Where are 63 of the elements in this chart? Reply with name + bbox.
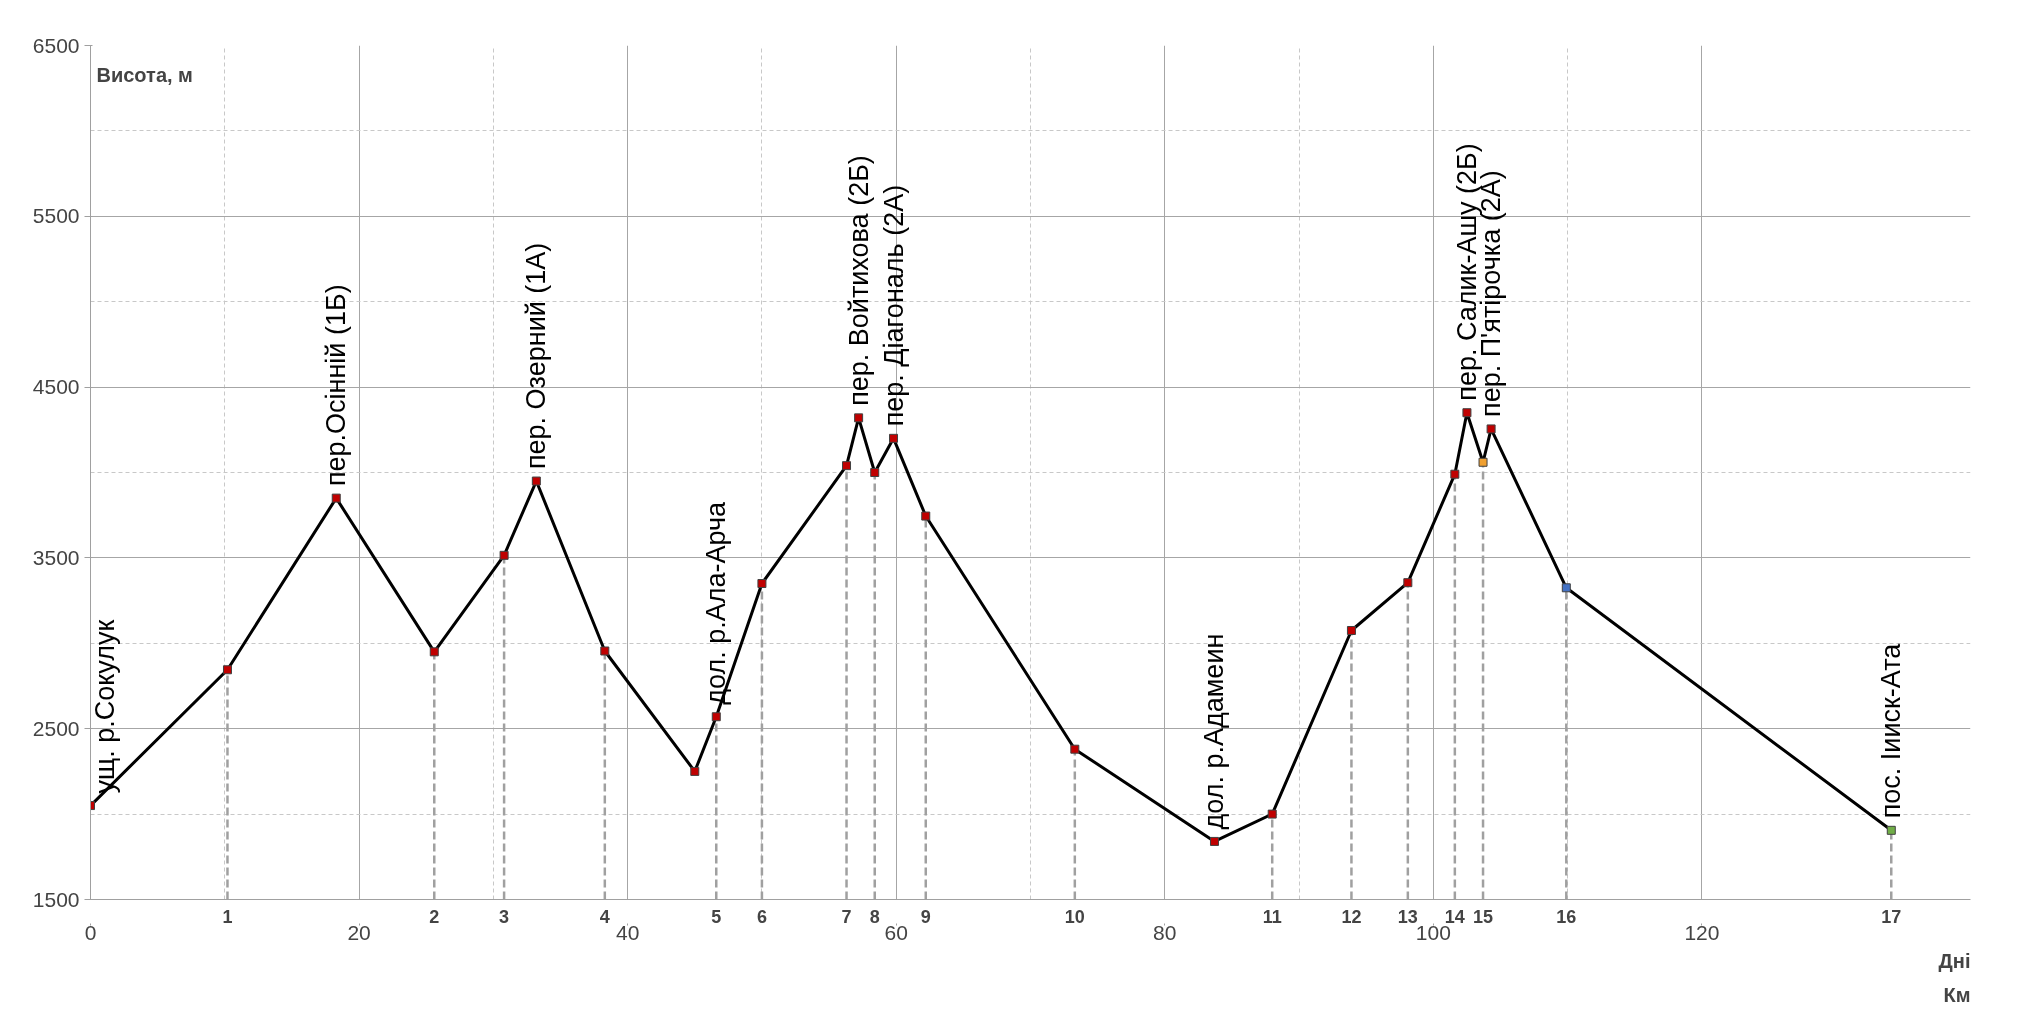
x-tick-label: 40 — [615, 920, 640, 944]
x-tick-label: 80 — [1153, 920, 1177, 944]
annotation: пер. Войтихова (2Б) — [843, 155, 874, 406]
annotation: 17 — [1881, 906, 1902, 927]
annotation: 8 — [869, 906, 880, 927]
point — [1209, 836, 1219, 846]
annotation: 14 — [1444, 906, 1465, 927]
point — [1462, 408, 1472, 418]
y-tick-label: 1500 — [32, 887, 80, 911]
annotation: 9 — [920, 906, 931, 927]
annotation: 2 — [429, 906, 440, 927]
text: Дні — [1938, 949, 1971, 972]
point — [531, 476, 541, 486]
annotation: пер.Осінній (1Б) — [321, 284, 352, 487]
point — [1070, 744, 1080, 754]
point — [600, 646, 610, 656]
point — [690, 766, 700, 776]
x-axis-title: Км — [1943, 983, 1971, 1006]
annotation: 7 — [841, 906, 852, 927]
annotation: дол. р.Адамеин — [1199, 633, 1230, 830]
point — [1403, 578, 1413, 588]
annotation: 15 — [1473, 906, 1494, 927]
point — [1450, 469, 1460, 479]
annotation: 13 — [1397, 906, 1418, 927]
y-tick-label: 3500 — [32, 545, 80, 569]
point — [889, 433, 899, 443]
point — [870, 468, 880, 477]
point — [1267, 809, 1277, 819]
y-tick-label: 2500 — [32, 716, 80, 740]
annotation: 6 — [756, 906, 767, 927]
annotation: 11 — [1262, 906, 1282, 927]
y-axis-title: Висота, м — [96, 63, 193, 86]
point — [1478, 457, 1488, 467]
annotation: 16 — [1556, 906, 1577, 927]
annotation: пос. Іииск-Ата — [1876, 642, 1907, 819]
point — [854, 413, 864, 423]
annotation: 3 — [499, 906, 510, 927]
point — [842, 461, 852, 471]
x-tick-label: 60 — [884, 920, 908, 944]
point — [921, 511, 931, 521]
annotation: 12 — [1341, 906, 1362, 927]
point — [331, 493, 341, 503]
point — [1886, 825, 1896, 835]
annotation: пер. Озерний (1А) — [521, 242, 552, 470]
x-tick-label: 20 — [347, 920, 371, 944]
x-tick-label: 0 — [84, 920, 97, 944]
y-tick-label: 5500 — [32, 204, 80, 228]
annotation: 1 — [222, 906, 233, 927]
annotation: 5 — [711, 906, 722, 927]
point — [1486, 424, 1496, 434]
annotation: 10 — [1064, 906, 1085, 927]
x-tick-label: 120 — [1684, 920, 1720, 944]
point — [757, 579, 767, 589]
annotation: пер. Діагональ (2А) — [878, 184, 909, 427]
point — [1346, 625, 1356, 635]
point — [222, 665, 232, 675]
point — [499, 550, 509, 560]
annotation: 4 — [599, 906, 610, 927]
point — [1561, 583, 1571, 593]
point — [711, 712, 721, 722]
y-tick-label: 6500 — [32, 33, 80, 57]
point — [429, 647, 439, 657]
y-tick-label: 4500 — [32, 375, 80, 399]
